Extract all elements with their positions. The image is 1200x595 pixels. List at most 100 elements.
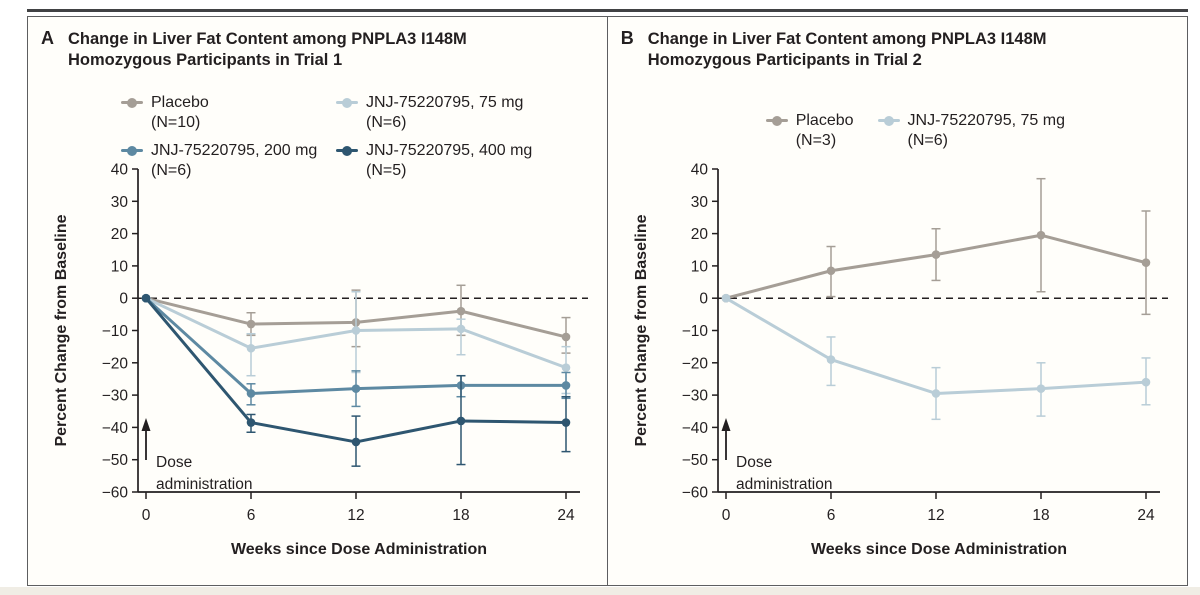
legend-series-n: (N=10) bbox=[151, 114, 201, 131]
data-point bbox=[1036, 230, 1046, 240]
dose-annotation-text: administration bbox=[736, 476, 833, 493]
panel-b-title-line1: Change in Liver Fat Content among PNPLA3… bbox=[647, 30, 1047, 48]
y-tick-label: −40 bbox=[681, 420, 708, 437]
dose-administration-annotation: Dose administration bbox=[141, 418, 253, 493]
legend-dot-icon bbox=[127, 97, 137, 108]
data-point bbox=[456, 306, 466, 316]
legend-series-name: JNJ-75220795, 75 mg bbox=[907, 112, 1065, 129]
panel-a-title-line1: Change in Liver Fat Content among PNPLA3… bbox=[68, 30, 467, 48]
series-jnj-75220795-75-mg bbox=[721, 293, 1151, 421]
data-point bbox=[561, 418, 571, 427]
chart-panel-b: 40 30 20 10 0 −10 −20 −30 −40 −50 −60 0 6 12 18 24 Perce… bbox=[633, 162, 1168, 558]
legend-item-placebo: Placebo (N=10) bbox=[121, 93, 336, 133]
series-placebo bbox=[721, 177, 1151, 316]
panel-b: 40 30 20 10 0 −10 −20 −30 −40 −50 −60 0 6 12 18 24 Perce… bbox=[606, 16, 1188, 586]
y-tick-label: 20 bbox=[111, 226, 129, 243]
y-tick-label: 40 bbox=[690, 162, 708, 179]
legend-dot-icon bbox=[883, 115, 894, 126]
y-tick-label: 20 bbox=[690, 226, 708, 243]
panel-a: 40 30 20 10 0 −10 −20 −30 −40 −50 −60 0 6 12 18 24 Perce… bbox=[27, 16, 609, 586]
data-point bbox=[1141, 258, 1151, 267]
data-point bbox=[561, 363, 571, 372]
y-tick-label: −10 bbox=[102, 323, 129, 340]
legend-series-n: (N=3) bbox=[795, 132, 837, 149]
legend-line-marker bbox=[877, 115, 900, 126]
series-jnj-75220795-400-mg bbox=[141, 293, 571, 467]
dose-annotation-text: Dose bbox=[156, 454, 192, 471]
panel-a-title-line2: Homozygous Participants in Trial 1 bbox=[68, 51, 343, 69]
x-tick-label: 24 bbox=[557, 507, 575, 524]
legend-label: JNJ-75220795, 400 mg (N=5) bbox=[366, 141, 532, 181]
legend-label: Placebo (N=3) bbox=[796, 111, 854, 151]
y-tick-label: −50 bbox=[681, 452, 708, 469]
y-tick-label: 0 bbox=[699, 291, 708, 308]
dose-administration-annotation: Dose administration bbox=[721, 418, 832, 493]
legend-dot-icon bbox=[342, 145, 352, 156]
y-tick-label: −30 bbox=[102, 388, 129, 405]
error-bar bbox=[456, 318, 466, 356]
data-point bbox=[1141, 377, 1151, 387]
x-tick-label: 24 bbox=[1137, 507, 1155, 524]
y-tick-label: −30 bbox=[681, 388, 708, 405]
data-point bbox=[246, 343, 256, 353]
data-point bbox=[456, 416, 466, 426]
legend-series-n: (N=6) bbox=[366, 114, 407, 131]
data-point bbox=[246, 319, 256, 329]
panel-label-a: A bbox=[41, 28, 54, 48]
y-tick-label: −10 bbox=[681, 323, 708, 340]
data-point bbox=[721, 293, 731, 303]
y-tick-label: −40 bbox=[102, 420, 129, 437]
legend-series-name: Placebo bbox=[795, 112, 854, 129]
y-axis-title: Percent Change from Baseline bbox=[53, 214, 70, 446]
data-point bbox=[456, 324, 466, 334]
legend-item-75mg: JNJ-75220795, 75 mg (N=6) bbox=[877, 111, 1065, 151]
legend-line-marker bbox=[765, 115, 788, 126]
x-axis-title: Weeks since Dose Administration bbox=[231, 541, 487, 558]
x-axis-title: Weeks since Dose Administration bbox=[811, 541, 1067, 558]
x-tick-label: 12 bbox=[927, 507, 944, 524]
x-tick-label: 18 bbox=[1032, 507, 1049, 524]
bottom-strip bbox=[0, 587, 1200, 595]
legend-line-marker bbox=[121, 97, 143, 108]
legend-item-200mg: JNJ-75220795, 200 mg (N=6) bbox=[121, 141, 336, 181]
data-point bbox=[931, 250, 941, 259]
y-tick-label: −20 bbox=[102, 355, 129, 372]
panels-container: 40 30 20 10 0 −10 −20 −30 −40 −50 −60 0 6 12 18 24 Perce… bbox=[27, 16, 1188, 586]
legend-series-n: (N=6) bbox=[151, 162, 192, 179]
legend-dot-icon bbox=[342, 97, 352, 108]
dose-arrowhead-icon bbox=[141, 418, 151, 431]
legend-series-n: (N=6) bbox=[907, 132, 948, 149]
axes: 40 30 20 10 0 −10 −20 −30 −40 −50 −60 0 6 12 18 24 bbox=[102, 162, 580, 524]
y-tick-label: 0 bbox=[119, 291, 128, 308]
axes: 40 30 20 10 0 −10 −20 −30 −40 −50 −60 0 6 12 18 24 bbox=[681, 162, 1160, 524]
x-tick-label: 0 bbox=[142, 507, 151, 524]
legend-line-marker bbox=[121, 145, 143, 156]
data-point bbox=[931, 389, 941, 398]
legend-series-n: (N=5) bbox=[366, 162, 407, 179]
chart-panel-a: 40 30 20 10 0 −10 −20 −30 −40 −50 −60 0 6 12 18 24 Perce… bbox=[53, 162, 588, 558]
panel-a-legend: Placebo (N=10) JNJ-75220795, 75 mg (N=6) bbox=[121, 93, 532, 181]
y-tick-label: 30 bbox=[111, 194, 129, 211]
y-tick-label: 10 bbox=[690, 258, 708, 275]
panel-label-b: B bbox=[620, 28, 634, 48]
data-point bbox=[561, 381, 571, 390]
legend-series-name: JNJ-75220795, 75 mg bbox=[366, 94, 524, 111]
legend-series-name: Placebo bbox=[151, 94, 209, 111]
series-jnj-75220795-200-mg bbox=[141, 293, 571, 408]
dose-annotation-text: Dose bbox=[736, 454, 772, 471]
data-point bbox=[826, 266, 836, 276]
y-tick-label: −50 bbox=[102, 452, 129, 469]
x-tick-label: 0 bbox=[721, 507, 730, 524]
legend-item-75mg: JNJ-75220795, 75 mg (N=6) bbox=[336, 93, 532, 133]
data-point bbox=[246, 389, 256, 398]
legend-label: Placebo (N=10) bbox=[151, 93, 209, 133]
legend-item-placebo: Placebo (N=3) bbox=[765, 111, 854, 151]
data-point bbox=[246, 418, 256, 427]
y-tick-label: −20 bbox=[681, 355, 708, 372]
panel-b-legend: Placebo (N=3) JNJ-75220795, 75 mg (N=6) bbox=[765, 111, 1065, 151]
x-tick-label: 18 bbox=[452, 507, 469, 524]
y-tick-label: 40 bbox=[111, 162, 129, 179]
legend-dot-icon bbox=[771, 115, 782, 126]
dose-annotation-text: administration bbox=[156, 476, 253, 493]
